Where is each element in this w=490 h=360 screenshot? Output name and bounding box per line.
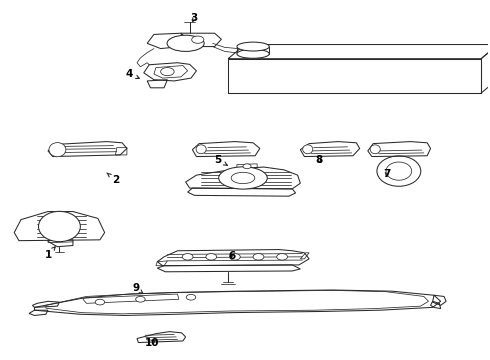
Ellipse shape <box>237 42 270 51</box>
Circle shape <box>186 294 196 300</box>
Circle shape <box>277 253 288 260</box>
Text: 8: 8 <box>316 155 323 165</box>
Text: 1: 1 <box>44 247 55 260</box>
Circle shape <box>95 299 105 305</box>
Circle shape <box>136 296 145 302</box>
Ellipse shape <box>377 156 421 186</box>
Ellipse shape <box>49 143 66 157</box>
Circle shape <box>229 253 240 260</box>
Circle shape <box>182 253 193 260</box>
Ellipse shape <box>192 36 204 43</box>
Text: 9: 9 <box>132 283 143 293</box>
Ellipse shape <box>386 162 412 180</box>
Text: 6: 6 <box>228 251 235 261</box>
Text: 10: 10 <box>145 338 159 347</box>
Ellipse shape <box>196 145 206 154</box>
Ellipse shape <box>303 145 313 154</box>
Ellipse shape <box>237 49 270 58</box>
Text: 5: 5 <box>215 155 227 165</box>
Ellipse shape <box>39 211 80 242</box>
Text: 3: 3 <box>191 13 198 23</box>
Circle shape <box>206 253 217 260</box>
Circle shape <box>161 68 174 76</box>
Text: 4: 4 <box>125 69 139 78</box>
Ellipse shape <box>370 145 380 154</box>
Ellipse shape <box>231 172 255 184</box>
Circle shape <box>243 164 251 169</box>
Text: 2: 2 <box>107 173 119 185</box>
Ellipse shape <box>167 35 204 51</box>
Circle shape <box>253 253 264 260</box>
Text: 7: 7 <box>383 169 391 179</box>
Ellipse shape <box>219 167 267 189</box>
